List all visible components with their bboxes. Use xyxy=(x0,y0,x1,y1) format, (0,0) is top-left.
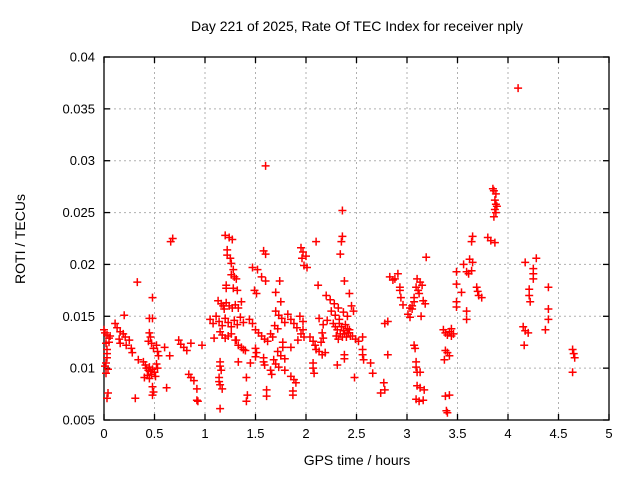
x-tick-label: 4 xyxy=(504,426,511,441)
x-tick-label: 5 xyxy=(605,426,612,441)
y-tick-label: 0.01 xyxy=(70,361,95,376)
chart-title: Day 221 of 2025, Rate Of TEC Index for r… xyxy=(190,18,524,34)
scatter-points xyxy=(100,84,579,417)
x-axis-label: GPS time / hours xyxy=(303,452,411,468)
x-tick-label: 1 xyxy=(201,426,208,441)
x-tick-label: 0 xyxy=(100,426,107,441)
y-tick-label: 0.035 xyxy=(62,101,95,116)
x-tick-label: 2.5 xyxy=(347,426,365,441)
x-tick-label: 1.5 xyxy=(246,426,264,441)
x-tick-label: 3.5 xyxy=(448,426,466,441)
x-tick-label: 2 xyxy=(302,426,309,441)
y-tick-label: 0.005 xyxy=(62,413,95,428)
y-tick-label: 0.03 xyxy=(70,153,95,168)
y-tick-label: 0.025 xyxy=(62,205,95,220)
y-tick-label: 0.02 xyxy=(70,257,95,272)
x-tick-label: 0.5 xyxy=(145,426,163,441)
y-tick-label: 0.04 xyxy=(70,50,95,65)
y-tick-label: 0.015 xyxy=(62,309,95,324)
x-tick-label: 4.5 xyxy=(549,426,567,441)
x-tick-label: 3 xyxy=(403,426,410,441)
